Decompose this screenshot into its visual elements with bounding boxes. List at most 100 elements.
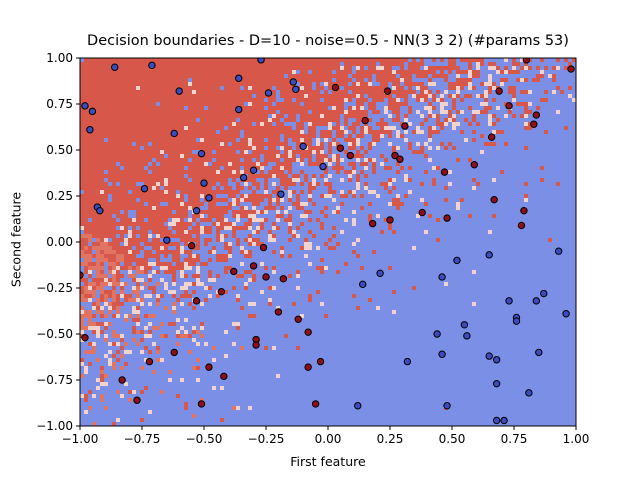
point-class-0: [316, 357, 325, 366]
decision-region-layer: [80, 58, 576, 426]
x-tick-label: −0.50: [186, 432, 223, 446]
point-class-0: [396, 155, 404, 163]
point-class-0: [443, 214, 451, 222]
point-class-1: [460, 321, 469, 329]
x-tick-label: −0.75: [124, 432, 161, 446]
point-class-1: [554, 247, 563, 255]
point-class-0: [470, 161, 479, 169]
point-class-1: [463, 332, 471, 340]
point-class-1: [289, 78, 297, 86]
point-class-1: [540, 289, 548, 298]
y-tick-label: 0.50: [46, 143, 73, 157]
point-class-0: [133, 396, 141, 404]
point-class-0: [170, 348, 178, 357]
point-class-0: [368, 219, 377, 228]
point-class-1: [453, 256, 461, 265]
point-class-0: [517, 221, 526, 230]
x-tick-label: 0.00: [315, 432, 342, 446]
point-class-1: [535, 348, 543, 357]
x-tick-label: 0.25: [377, 432, 404, 446]
point-class-0: [205, 363, 213, 371]
x-axis-label: First feature: [290, 454, 366, 469]
point-class-0: [418, 208, 426, 217]
point-class-1: [512, 317, 521, 325]
chart-title: Decision boundaries - D=10 - noise=0.5 -…: [87, 33, 569, 49]
point-class-1: [197, 149, 206, 158]
point-class-0: [192, 297, 201, 305]
point-class-1: [163, 236, 171, 244]
point-class-1: [88, 107, 97, 116]
point-class-0: [530, 120, 538, 128]
point-class-1: [562, 310, 570, 318]
point-class-1: [403, 357, 412, 366]
point-class-0: [230, 267, 238, 276]
point-class-0: [197, 400, 206, 408]
point-class-1: [500, 416, 508, 425]
point-class-1: [235, 74, 243, 82]
point-class-0: [118, 376, 126, 384]
x-tick-label: 0.50: [439, 432, 466, 446]
point-class-0: [487, 133, 496, 141]
point-class-1: [175, 87, 183, 95]
y-tick-label: −0.50: [36, 327, 73, 341]
point-class-0: [567, 65, 575, 73]
point-class-1: [140, 184, 149, 193]
point-class-1: [200, 179, 208, 187]
point-class-0: [522, 58, 531, 64]
point-class-1: [438, 350, 446, 358]
point-class-1: [376, 269, 384, 277]
point-class-1: [170, 129, 178, 138]
point-class-1: [438, 273, 446, 281]
point-class-0: [361, 116, 369, 125]
point-class-1: [239, 173, 248, 182]
point-class-0: [259, 243, 268, 252]
point-class-1: [354, 402, 362, 410]
point-class-0: [252, 341, 260, 349]
point-class-1: [81, 102, 89, 110]
x-tick-label: −1.00: [62, 432, 99, 446]
point-class-0: [386, 216, 394, 224]
data-points-layer: [80, 58, 575, 425]
point-class-0: [383, 87, 392, 95]
point-class-0: [331, 83, 340, 92]
point-class-0: [391, 151, 399, 160]
point-class-1: [264, 89, 273, 97]
point-class-1: [277, 190, 285, 198]
point-class-1: [205, 194, 213, 202]
point-class-1: [111, 63, 119, 71]
point-class-1: [505, 297, 513, 305]
point-class-1: [235, 105, 243, 114]
point-class-0: [505, 102, 513, 110]
point-class-0: [520, 207, 528, 215]
point-class-1: [292, 85, 300, 93]
y-tick-label: −1.00: [36, 419, 73, 433]
x-tick-label: 1.00: [563, 432, 590, 446]
point-class-1: [485, 251, 493, 259]
point-class-0: [217, 287, 226, 296]
point-class-1: [443, 402, 451, 410]
point-class-1: [532, 297, 541, 305]
point-class-0: [262, 273, 270, 281]
point-class-1: [492, 416, 501, 425]
point-class-0: [81, 333, 89, 342]
point-class-0: [490, 195, 498, 204]
point-class-1: [319, 162, 327, 171]
point-class-0: [532, 111, 541, 119]
point-class-0: [274, 308, 283, 316]
point-class-1: [359, 280, 367, 289]
point-class-1: [257, 58, 265, 64]
y-tick-label: −0.75: [36, 373, 73, 387]
point-class-1: [86, 126, 94, 134]
point-class-0: [495, 87, 503, 95]
point-class-1: [96, 207, 104, 215]
point-class-1: [485, 352, 493, 360]
point-class-1: [192, 207, 201, 215]
point-class-0: [279, 275, 288, 283]
x-tick-label: −0.25: [248, 432, 285, 446]
point-class-1: [148, 61, 156, 70]
point-class-1: [492, 379, 501, 388]
y-axis-ticks: −1.00 −0.75 −0.50 −0.25 0.00 0.25 0.50 0.75 1.00: [36, 51, 80, 433]
point-class-0: [304, 363, 312, 371]
point-class-0: [294, 315, 302, 323]
